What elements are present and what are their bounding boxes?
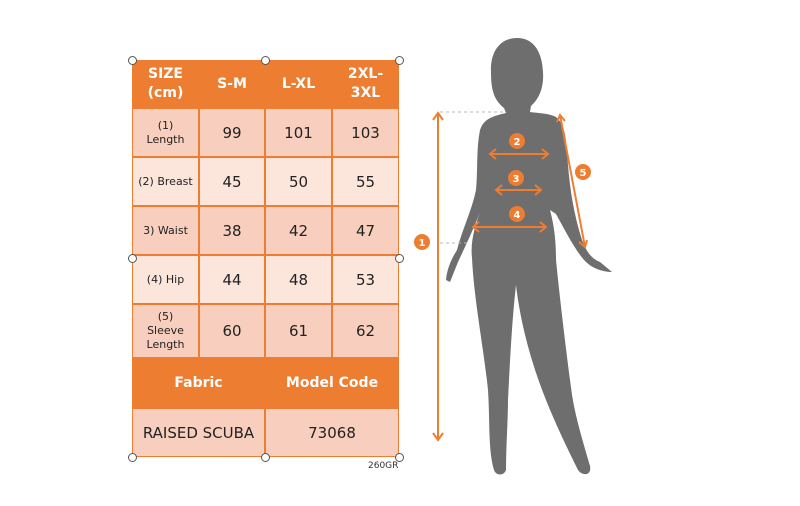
fabric-value: RAISED SCUBA — [133, 409, 264, 456]
header-cell: L-XL — [265, 60, 332, 108]
size-value-cell: 42 — [266, 207, 331, 254]
header-text: (cm) — [147, 85, 184, 101]
row-label-text: Sleeve — [147, 324, 184, 337]
marker-badges: 1 2 3 4 5 — [414, 133, 591, 250]
marker-5: 5 — [580, 168, 587, 179]
row-label: (2) Breast — [133, 158, 198, 205]
row-label-text: (1) — [157, 118, 174, 132]
size-value-cell: 62 — [333, 305, 398, 357]
size-value-cell: 48 — [266, 256, 331, 303]
length-arrow — [432, 111, 444, 442]
header-text: 2XL- — [347, 66, 384, 82]
header-text: S-M — [217, 75, 247, 92]
row-label-text: 3) Waist — [143, 223, 188, 237]
selection-handle — [127, 55, 137, 65]
selection-handle — [260, 55, 270, 65]
selection-handle — [127, 253, 137, 263]
size-value-cell: 55 — [333, 158, 398, 205]
model-code-header: Model Code — [285, 374, 379, 391]
header-cell: 2XL- 3XL — [332, 60, 399, 108]
size-value-cell: 38 — [200, 207, 264, 254]
marker-1: 1 — [419, 238, 426, 249]
size-value-cell: 101 — [266, 109, 331, 156]
size-value-cell: 103 — [333, 109, 398, 156]
row-label: 3) Waist — [133, 207, 198, 254]
hip-arrow — [471, 221, 548, 233]
size-value-cell: 44 — [200, 256, 264, 303]
header-cell: SIZE (cm) — [132, 60, 199, 108]
waist-arrow — [494, 184, 543, 196]
selection-handle — [394, 253, 404, 263]
selection-handle — [127, 452, 137, 462]
size-value-cell: 47 — [333, 207, 398, 254]
selection-handle — [260, 452, 270, 462]
fabric-weight-note: 260GR — [368, 461, 399, 471]
selection-handle — [394, 55, 404, 65]
row-label: (1) Length — [133, 109, 198, 156]
row-label-text: Length — [146, 132, 185, 146]
size-chart-table: SIZE (cm) S-M L-XL 2XL- 3XL (1) Length 99 101 103(… — [132, 60, 399, 457]
selection-handle — [394, 452, 404, 462]
breast-arrow — [488, 148, 550, 160]
measurement-arrows — [432, 111, 588, 442]
header-text: SIZE — [147, 66, 183, 82]
sleeve-arrow — [556, 113, 588, 249]
size-value-cell: 99 — [200, 109, 264, 156]
model-code-value: 73068 — [266, 409, 398, 456]
row-label-text: (5) — [157, 310, 174, 323]
row-label-text: Length — [146, 338, 185, 351]
row-label-text: (4) Hip — [146, 272, 185, 286]
row-label: (5) Sleeve Length — [133, 305, 198, 357]
fabric-header: Fabric — [174, 374, 223, 391]
size-value-cell: 60 — [200, 305, 264, 357]
size-value-cell: 61 — [266, 305, 331, 357]
female-silhouette — [446, 38, 612, 475]
size-value-cell: 50 — [266, 158, 331, 205]
header-text: 3XL — [350, 85, 381, 101]
size-value-cell: 53 — [333, 256, 398, 303]
row-label: (4) Hip — [133, 256, 198, 303]
marker-3: 3 — [513, 174, 520, 185]
header-text: L-XL — [281, 75, 316, 92]
row-label-text: (2) Breast — [138, 174, 193, 188]
size-value-cell: 45 — [200, 158, 264, 205]
marker-2: 2 — [514, 137, 521, 148]
marker-4: 4 — [514, 210, 521, 221]
header-cell: S-M — [199, 60, 265, 108]
